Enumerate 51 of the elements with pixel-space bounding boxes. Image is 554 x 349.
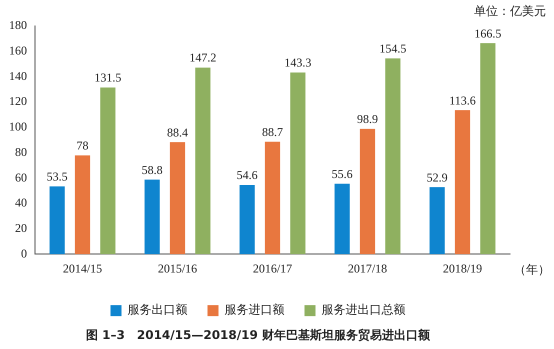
bar [290, 72, 306, 254]
y-tick-label: 140 [9, 68, 27, 83]
bar [385, 58, 400, 254]
x-tick-label: 2015/16 [158, 262, 198, 276]
data-label: 154.5 [379, 41, 406, 56]
data-label: 143.3 [284, 56, 312, 70]
x-tick-label: 2014/15 [62, 262, 102, 276]
bar [240, 184, 255, 254]
data-label: 54.6 [236, 168, 258, 182]
data-label: 88.7 [262, 124, 283, 139]
data-label: 58.8 [142, 162, 163, 177]
data-label: 88.4 [167, 125, 188, 140]
x-tick-label: 2017/18 [348, 262, 388, 276]
legend-label: 服务进口额 [224, 302, 284, 317]
bar [144, 180, 160, 254]
data-label: 55.6 [332, 166, 353, 181]
data-label: 113.6 [449, 93, 476, 108]
x-tick-label: 2018/19 [442, 262, 482, 276]
data-label: 52.9 [426, 170, 448, 184]
data-label: 131.5 [94, 70, 122, 85]
y-tick-label: 0 [21, 246, 27, 260]
bar [454, 110, 470, 254]
y-tick-label: 60 [15, 170, 27, 184]
bar [264, 142, 280, 254]
bar [334, 184, 350, 254]
legend-label: 服务进出口总额 [322, 302, 406, 317]
y-tick-label: 120 [9, 94, 27, 108]
y-tick-label: 20 [15, 221, 27, 235]
bar [50, 186, 65, 254]
y-axis-title: 单位：亿美元 [474, 4, 546, 18]
text: 图 1–3 2014/15—2018/19 财年巴基斯坦服务贸易进出口额 [86, 328, 432, 342]
x-tick-label: 2016/17 [252, 262, 292, 276]
data-label: 166.5 [474, 26, 502, 40]
legend-label: 服务出口额 [128, 302, 188, 317]
y-tick-label: 80 [15, 144, 27, 159]
bar [430, 187, 445, 254]
data-label: 98.9 [357, 112, 378, 126]
y-tick-label: 160 [9, 44, 27, 58]
bar [74, 155, 90, 254]
bar [195, 68, 210, 254]
data-label: 78 [76, 138, 88, 152]
y-tick-label: 100 [9, 120, 27, 134]
bar [170, 142, 186, 254]
x-axis-title: （年） [514, 262, 550, 276]
data-label: 147.2 [189, 50, 216, 65]
bar [480, 43, 496, 254]
bar [360, 128, 376, 254]
data-label: 53.5 [46, 170, 68, 184]
y-tick-label: 180 [9, 18, 27, 32]
y-tick-label: 40 [15, 196, 27, 210]
bar [100, 87, 116, 254]
